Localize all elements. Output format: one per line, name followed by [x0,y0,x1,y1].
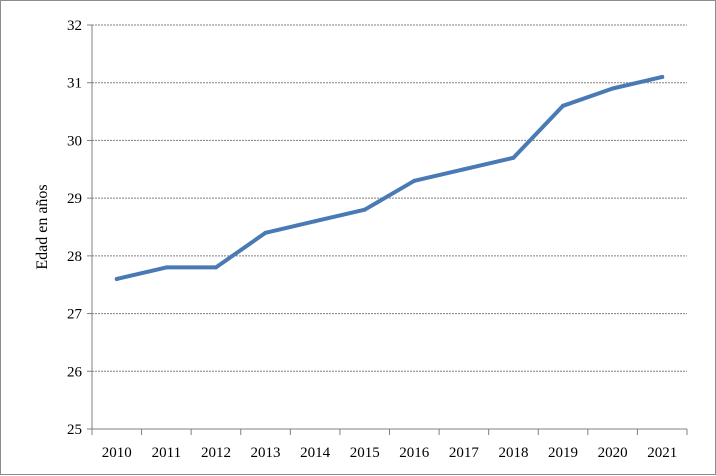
data-point [313,219,318,224]
data-point [263,230,268,235]
x-tick-label: 2015 [350,445,380,461]
y-tick-label: 30 [67,133,82,149]
x-tick-label: 2017 [449,445,480,461]
data-point [362,207,367,212]
data-point [561,103,566,108]
y-tick-label: 25 [67,422,82,438]
x-tick-label: 2021 [647,445,677,461]
data-point [660,74,665,79]
y-tick-label: 28 [67,249,82,265]
axes [87,24,688,435]
data-series [114,74,665,281]
y-tick-label: 26 [67,364,83,380]
x-tick-label: 2019 [548,445,578,461]
data-point [114,276,119,281]
x-tick-label: 2013 [251,445,281,461]
x-tick-label: 2012 [201,445,231,461]
y-tick-label: 32 [67,18,82,34]
data-point [461,167,466,172]
y-axis-label: Edad en años [34,184,51,269]
y-tick-labels: 25 26 27 28 29 30 31 32 [67,18,83,438]
data-point [511,155,516,160]
x-tick-label: 2020 [598,445,628,461]
x-tick-label: 2016 [399,445,430,461]
data-point [610,86,615,91]
x-tick-label: 2014 [300,445,331,461]
data-point [412,178,417,183]
series-line [114,74,665,281]
x-tick-labels: 2010 2011 2012 2013 2014 2015 2016 2017 2018 2019… [102,445,677,461]
data-point [164,265,169,270]
x-tick-label: 2011 [152,445,181,461]
y-tick-label: 29 [67,191,82,207]
y-tick-label: 31 [67,76,82,92]
y-tick-label: 27 [67,307,83,323]
x-tick-label: 2018 [498,445,528,461]
gridlines [92,24,687,372]
x-tick-label: 2010 [102,445,132,461]
data-point [213,265,218,270]
